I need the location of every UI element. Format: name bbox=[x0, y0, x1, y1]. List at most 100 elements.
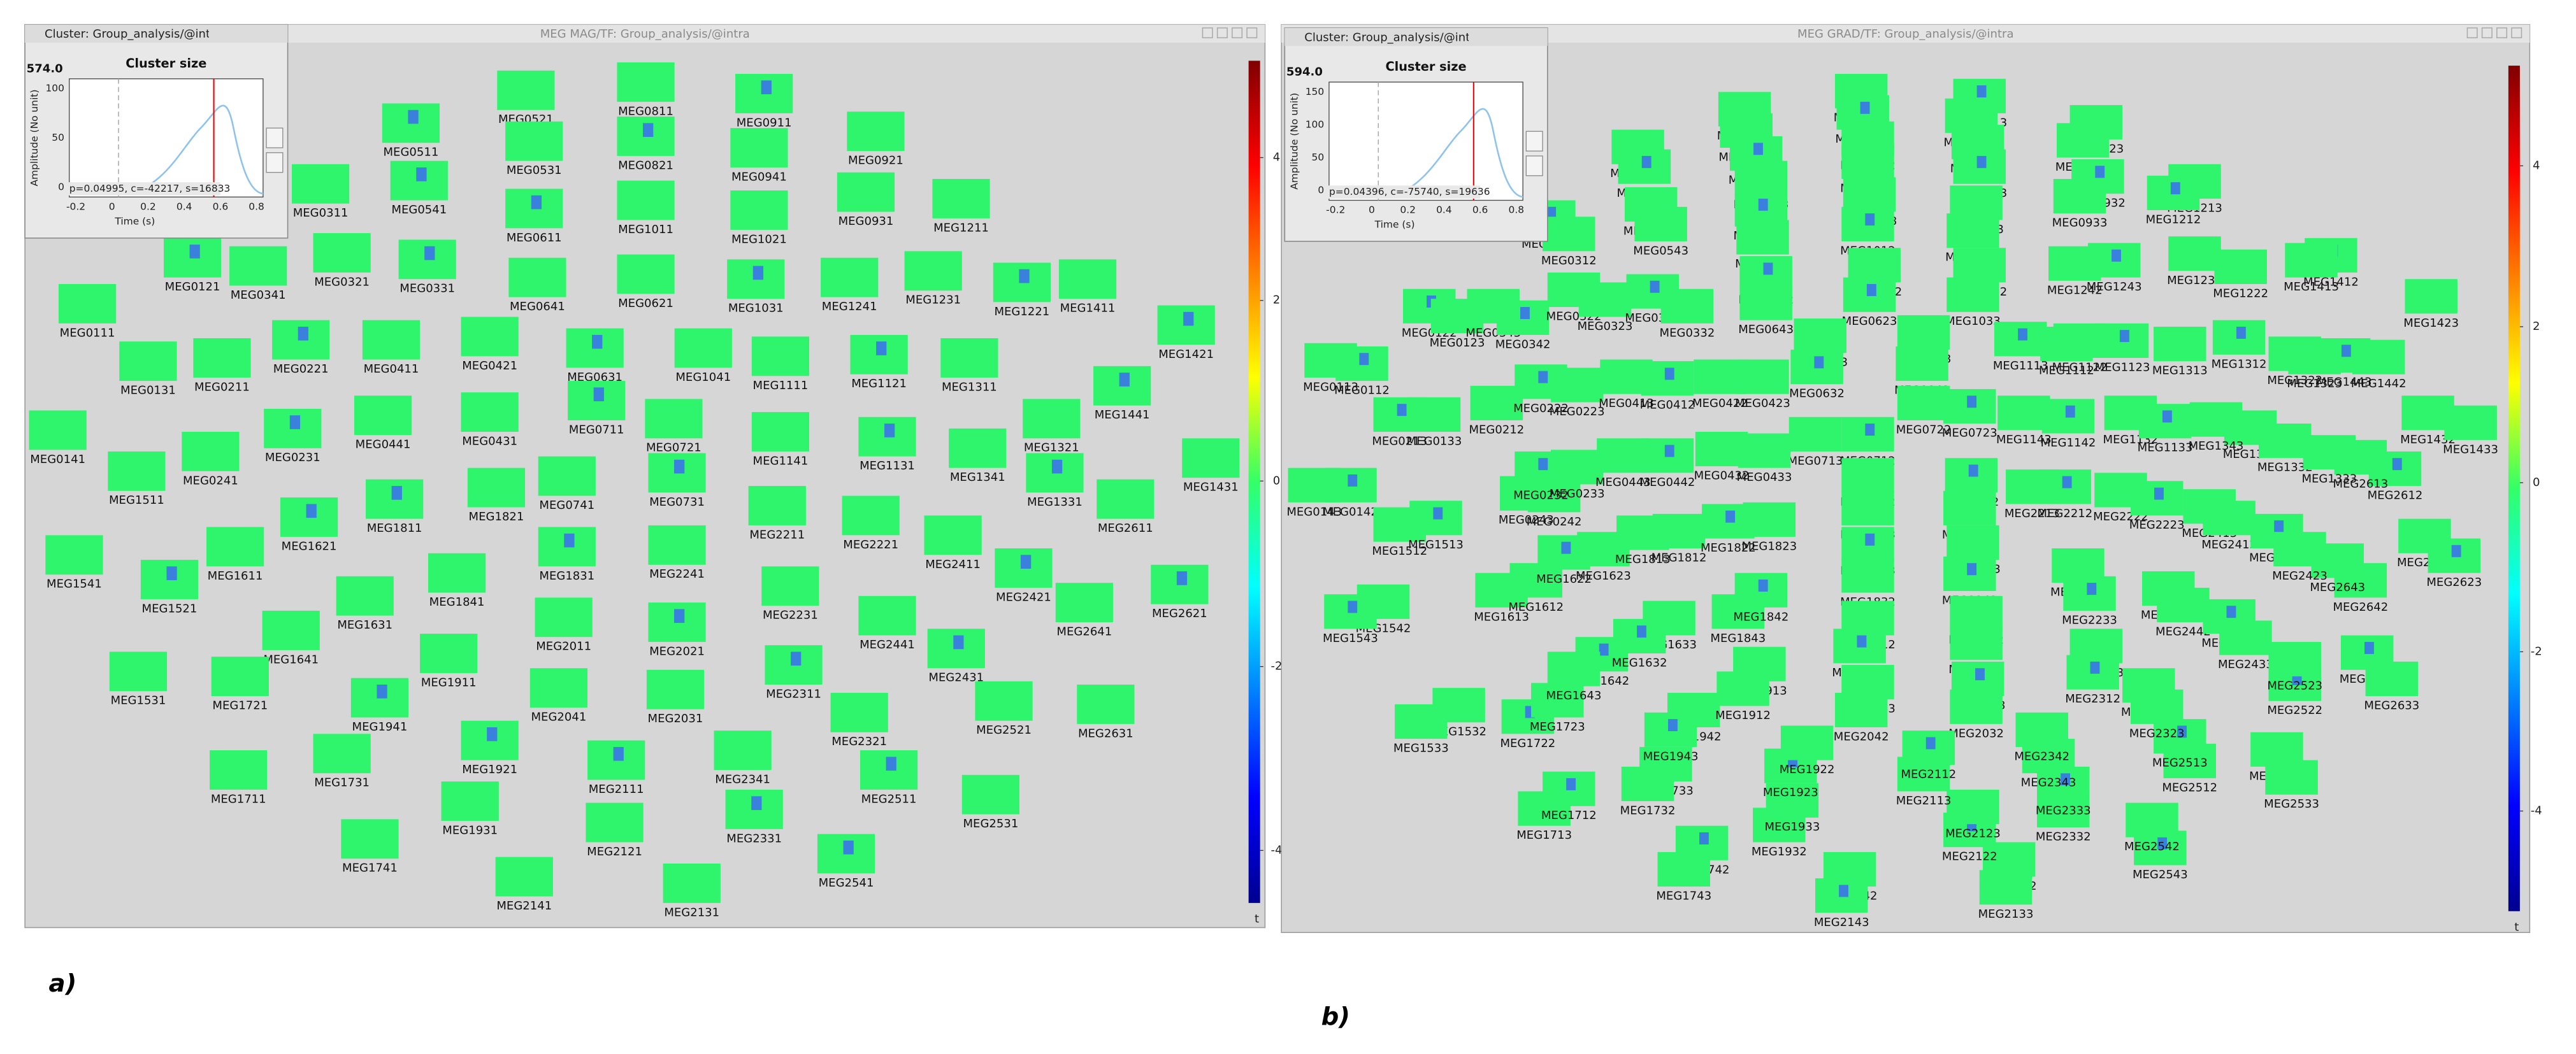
sensor-label: MEG2141 bbox=[496, 899, 552, 913]
tf-blob bbox=[592, 334, 603, 349]
sensor-tile bbox=[730, 128, 788, 167]
x-tick-label: 0.2 bbox=[1400, 204, 1416, 215]
sensor-tile bbox=[538, 456, 596, 496]
tf-blob bbox=[1119, 373, 1130, 387]
tf-blob bbox=[1976, 155, 1987, 168]
sensor-label: MEG0323 bbox=[1578, 320, 1633, 333]
colorbar-tick-label: 2 bbox=[1273, 294, 1280, 307]
tf-blob bbox=[289, 415, 301, 429]
sensor-label: MEG1631 bbox=[337, 618, 392, 632]
sensor-tile bbox=[586, 802, 644, 843]
sensor-tile bbox=[1848, 248, 1901, 283]
sensor-label: MEG1812 bbox=[1651, 551, 1707, 564]
tf-blob bbox=[1183, 311, 1194, 326]
sensor-label: MEG2543 bbox=[2133, 868, 2188, 881]
sensor-label: MEG2341 bbox=[715, 773, 770, 786]
window-button[interactable] bbox=[2511, 27, 2522, 39]
sensor-label: MEG0112 bbox=[1334, 384, 1390, 397]
sensor-label: MEG1512 bbox=[1372, 545, 1427, 558]
sensor-label: MEG0222 bbox=[1513, 402, 1569, 415]
window-button[interactable] bbox=[2481, 27, 2493, 39]
sensor-label: MEG2613 bbox=[2333, 477, 2388, 490]
tf-blob bbox=[2274, 520, 2284, 533]
sensor-tile bbox=[1652, 513, 1706, 549]
cluster-window-title: Cluster: Group_analysis/@intra bbox=[45, 27, 222, 41]
tf-blob bbox=[1520, 307, 1530, 320]
window-title: MEG MAG/TF: Group_analysis/@intra bbox=[540, 27, 750, 41]
sensor-label: MEG0341 bbox=[231, 288, 286, 302]
tf-blob bbox=[1967, 563, 1977, 576]
sensor-tile bbox=[730, 190, 788, 230]
x-tick-label: 0.4 bbox=[1436, 204, 1452, 215]
sensor-label: MEG2042 bbox=[1834, 730, 1889, 743]
sensor-tile bbox=[1736, 359, 1789, 394]
tf-blob bbox=[2090, 661, 2100, 674]
tf-blob bbox=[391, 486, 402, 500]
sensor-tile bbox=[354, 395, 412, 436]
window-button[interactable] bbox=[1246, 27, 1258, 39]
sensor-label: MEG0321 bbox=[314, 275, 370, 288]
tf-blob bbox=[1668, 719, 1678, 732]
sensor-label: MEG1423 bbox=[2403, 317, 2459, 330]
y-axis-label: Amplitude (No unit) bbox=[29, 90, 40, 187]
sensor-label: MEG2111 bbox=[589, 783, 644, 796]
colorbar-tick-label: 0 bbox=[1273, 474, 1280, 487]
sensor-label: MEG1322 bbox=[2267, 374, 2322, 387]
sensor-tile bbox=[2203, 501, 2256, 536]
zoom-button[interactable] bbox=[1525, 131, 1543, 152]
sensor-label: MEG2513 bbox=[2152, 757, 2208, 770]
tf-blob bbox=[1814, 356, 1824, 369]
tf-blob bbox=[2392, 458, 2402, 471]
sensor-tile bbox=[1950, 689, 2003, 724]
sensor-tile bbox=[1843, 177, 1896, 212]
sensor-label: MEG2323 bbox=[2129, 727, 2185, 740]
window-button[interactable] bbox=[1232, 27, 1243, 39]
window-button[interactable] bbox=[2466, 27, 2478, 39]
sensor-label: MEG1131 bbox=[860, 459, 915, 473]
tf-blob bbox=[1176, 571, 1188, 585]
sensor-label: MEG0713 bbox=[1788, 454, 1843, 467]
sensor-tile bbox=[1896, 346, 1948, 381]
sensor-tile bbox=[2219, 620, 2272, 655]
tf-blob bbox=[886, 757, 896, 771]
sensor-label: MEG0621 bbox=[618, 297, 673, 310]
zoom-button[interactable] bbox=[1525, 155, 1543, 176]
sensor-label: MEG1841 bbox=[429, 595, 485, 609]
sensor-tile bbox=[58, 283, 117, 324]
sensor-tile bbox=[1550, 450, 1604, 485]
sensor-tile bbox=[830, 692, 888, 732]
sensor-tile bbox=[1997, 395, 2050, 431]
tf-blob bbox=[2154, 487, 2164, 500]
window-button[interactable] bbox=[1202, 27, 1213, 39]
sensor-label: MEG1121 bbox=[851, 377, 907, 390]
sensor-label: MEG1613 bbox=[1474, 610, 1529, 623]
sensor-tile bbox=[461, 317, 519, 357]
cluster-stats: p=0.04396, c=-75740, s=19636 bbox=[1329, 186, 1490, 197]
sensor-label: MEG1413 bbox=[2284, 280, 2339, 294]
sensor-label: MEG2533 bbox=[2264, 797, 2319, 811]
sensor-tile bbox=[461, 392, 519, 432]
sensor-label: MEG1123 bbox=[2095, 360, 2150, 374]
zoom-button[interactable] bbox=[266, 152, 284, 173]
sensor-tile bbox=[109, 652, 168, 692]
tf-blob bbox=[1397, 404, 1407, 417]
window-button[interactable] bbox=[2496, 27, 2508, 39]
sensor-tile bbox=[508, 257, 566, 297]
sensor-tile bbox=[714, 730, 772, 771]
sensor-label: MEG2122 bbox=[1942, 850, 1997, 864]
sensor-label: MEG2312 bbox=[2065, 692, 2120, 706]
cluster-curve bbox=[69, 104, 264, 195]
tf-blob bbox=[752, 266, 763, 280]
sensor-tile bbox=[313, 734, 371, 774]
sensor-label: MEG2321 bbox=[831, 735, 887, 748]
sensor-label: MEG1033 bbox=[1945, 315, 2001, 328]
zoom-button[interactable] bbox=[266, 127, 284, 148]
plot-area bbox=[69, 78, 264, 197]
sensor-label: MEG0231 bbox=[265, 451, 320, 464]
sensor-label: MEG2213 bbox=[2004, 507, 2060, 520]
window-button[interactable] bbox=[1216, 27, 1228, 39]
tf-blob bbox=[1857, 635, 1867, 648]
sensor-tile bbox=[108, 451, 166, 491]
sensor-label: MEG0933 bbox=[2052, 217, 2108, 230]
sensor-label: MEG1441 bbox=[1095, 408, 1150, 422]
